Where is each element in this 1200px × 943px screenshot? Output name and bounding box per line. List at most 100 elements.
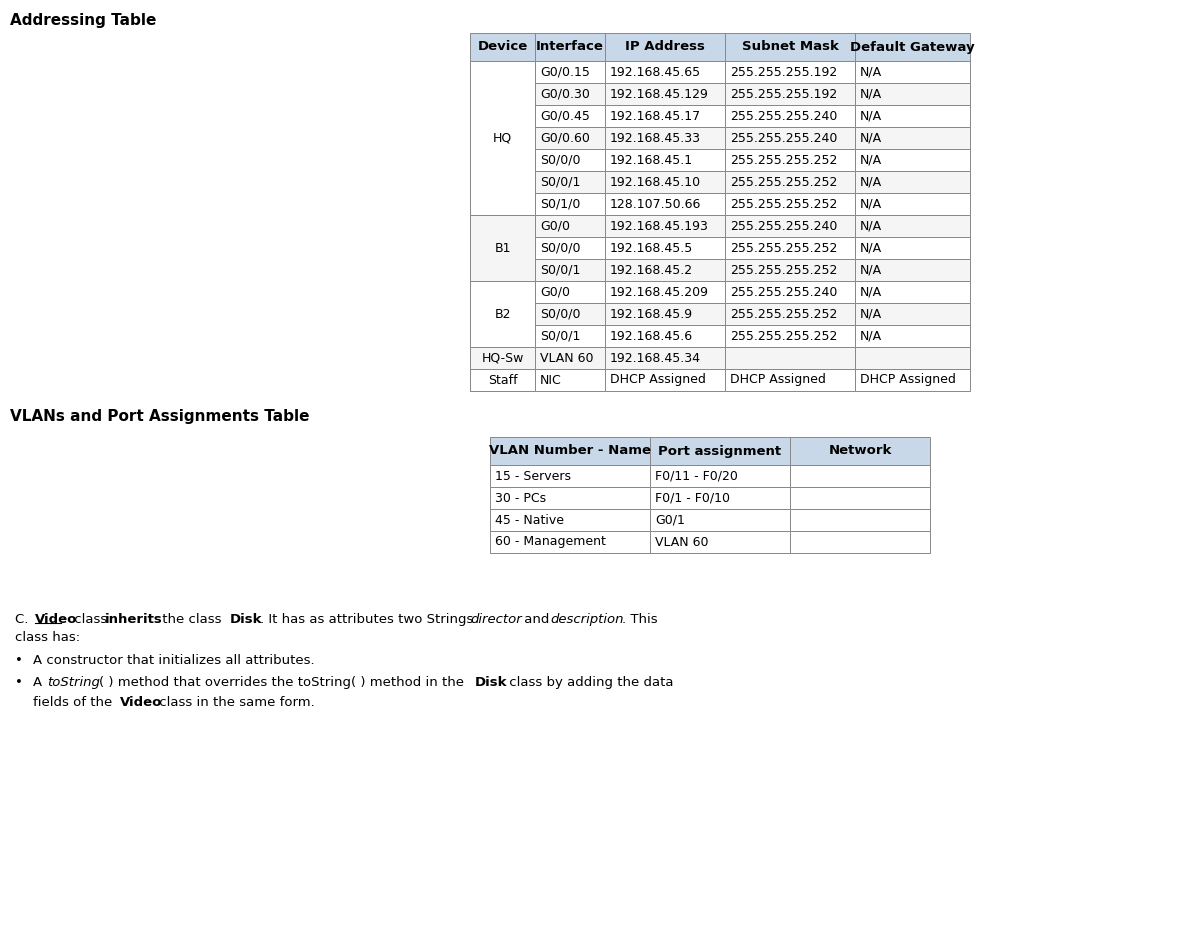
Text: N/A: N/A [860,241,882,255]
Text: Disk: Disk [475,676,508,689]
Text: 192.168.45.193: 192.168.45.193 [610,220,709,233]
Text: 255.255.255.252: 255.255.255.252 [730,307,838,321]
Bar [854,325,970,347]
Bar [854,259,970,281]
Text: VLANs and Port Assignments Table: VLANs and Port Assignments Table [10,409,310,424]
Text: 128.107.50.66: 128.107.50.66 [610,197,701,210]
Bar [605,259,725,281]
Text: Subnet Mask: Subnet Mask [742,41,839,54]
Bar [535,83,605,105]
Bar [725,237,854,259]
Text: Addressing Table: Addressing Table [10,13,156,28]
Bar [535,347,605,369]
Bar [725,259,854,281]
Bar [854,105,970,127]
Bar [650,487,790,509]
Bar [470,149,535,171]
Bar [605,281,725,303]
Bar [605,105,725,127]
Text: 192.168.45.2: 192.168.45.2 [610,263,694,276]
Text: 192.168.45.17: 192.168.45.17 [610,109,701,123]
Text: Port assignment: Port assignment [659,444,781,457]
Text: NIC: NIC [540,373,562,387]
Bar [605,369,725,391]
Text: Video: Video [120,696,162,709]
Text: G0/0: G0/0 [540,286,570,299]
Text: 255.255.255.252: 255.255.255.252 [730,241,838,255]
Text: 192.168.45.129: 192.168.45.129 [610,88,709,101]
Text: toString: toString [47,676,100,689]
Bar [605,215,725,237]
Text: N/A: N/A [860,88,882,101]
Text: IP Address: IP Address [625,41,704,54]
Bar [605,149,725,171]
Bar [725,193,854,215]
Bar [854,369,970,391]
Text: 45 - Native: 45 - Native [496,514,564,526]
Text: C.: C. [14,613,32,626]
Bar [854,347,970,369]
Bar [605,303,725,325]
Text: A: A [34,676,47,689]
Text: S0/0/0: S0/0/0 [540,307,581,321]
Text: Interface: Interface [536,41,604,54]
Text: N/A: N/A [860,154,882,167]
Text: N/A: N/A [860,131,882,144]
Bar [470,171,535,193]
Text: Video: Video [35,613,77,626]
Text: 255.255.255.252: 255.255.255.252 [730,329,838,342]
Text: 255.255.255.240: 255.255.255.240 [730,109,838,123]
Bar [470,347,535,369]
Bar [490,509,650,531]
Text: F0/1 - F0/10: F0/1 - F0/10 [655,491,730,505]
Text: 255.255.255.192: 255.255.255.192 [730,65,838,78]
Text: 255.255.255.240: 255.255.255.240 [730,131,838,144]
Bar [535,33,605,61]
Text: G0/0.30: G0/0.30 [540,88,590,101]
Text: N/A: N/A [860,220,882,233]
Text: G0/0.60: G0/0.60 [540,131,590,144]
Text: 255.255.255.252: 255.255.255.252 [730,154,838,167]
Bar [470,325,535,347]
Text: 192.168.45.9: 192.168.45.9 [610,307,694,321]
Bar [470,369,535,391]
Text: Device: Device [478,41,528,54]
Text: HQ-Sw: HQ-Sw [481,352,523,365]
Bar [535,281,605,303]
Text: F0/11 - F0/20: F0/11 - F0/20 [655,470,738,483]
Text: S0/0/0: S0/0/0 [540,241,581,255]
Text: . It has as attributes two Strings: . It has as attributes two Strings [260,613,478,626]
Bar [650,509,790,531]
Bar [605,83,725,105]
Bar [854,149,970,171]
Bar [470,83,535,105]
Bar [490,437,650,465]
Text: class: class [70,613,112,626]
Bar [790,531,930,553]
Text: G0/0: G0/0 [540,220,570,233]
Text: 15 - Servers: 15 - Servers [496,470,571,483]
Text: 60 - Management: 60 - Management [496,536,606,549]
Bar [605,33,725,61]
Bar [535,61,605,83]
Text: B1: B1 [494,241,511,255]
Text: 255.255.255.252: 255.255.255.252 [730,175,838,189]
Bar [605,171,725,193]
Bar [605,325,725,347]
Text: S0/0/1: S0/0/1 [540,175,581,189]
Text: S0/1/0: S0/1/0 [540,197,581,210]
Bar [470,105,535,127]
Bar [725,369,854,391]
Bar [854,237,970,259]
Bar [470,215,535,237]
Bar [490,531,650,553]
Text: 255.255.255.240: 255.255.255.240 [730,220,838,233]
Bar [535,259,605,281]
Bar [790,509,930,531]
Text: fields of the: fields of the [34,696,116,709]
Text: VLAN Number - Name: VLAN Number - Name [490,444,650,457]
Bar [470,259,535,281]
Bar [790,487,930,509]
Text: DHCP Assigned: DHCP Assigned [610,373,706,387]
Text: HQ: HQ [493,131,512,144]
